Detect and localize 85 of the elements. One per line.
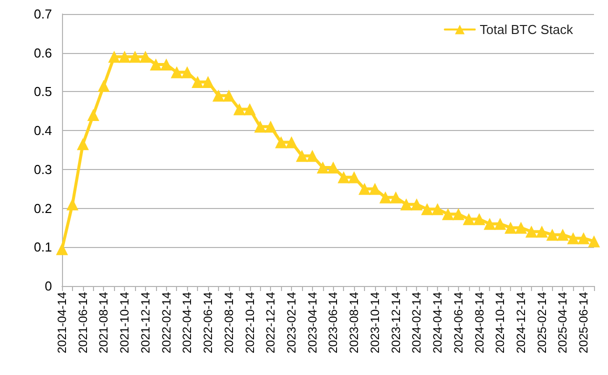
- x-tick-label: 2022-04-14: [180, 292, 194, 354]
- point: [567, 232, 580, 244]
- point: [150, 58, 162, 71]
- x-tick-label: 2023-10-14: [368, 292, 382, 354]
- y-tick-label: 0.2: [34, 200, 52, 216]
- point: [202, 76, 214, 88]
- point: [473, 213, 486, 226]
- point: [296, 150, 308, 162]
- point: [514, 222, 527, 234]
- point: [264, 120, 277, 133]
- point: [244, 103, 256, 116]
- point: [192, 76, 204, 88]
- point: [578, 232, 590, 244]
- x-tick-label: 2021-04-14: [55, 292, 69, 354]
- point: [504, 222, 517, 234]
- point: [275, 136, 288, 148]
- point: [212, 90, 224, 102]
- point: [525, 226, 538, 238]
- point: [160, 58, 172, 71]
- y-tick-label: 0.6: [34, 45, 52, 60]
- point: [76, 138, 89, 150]
- x-tick-label: 2022-08-14: [222, 292, 236, 354]
- point: [588, 235, 600, 248]
- point: [139, 50, 152, 63]
- point: [348, 171, 360, 184]
- x-tick-label: 2023-12-14: [388, 292, 403, 354]
- point: [118, 50, 131, 63]
- x-tick-label: 2023-08-14: [347, 292, 362, 354]
- point: [410, 198, 423, 210]
- point: [254, 120, 266, 133]
- x-tick-label: 2022-06-14: [201, 292, 216, 354]
- point: [306, 150, 318, 162]
- point: [536, 226, 548, 238]
- x-tick-label: 2024-06-14: [451, 292, 466, 354]
- point: [452, 208, 464, 220]
- x-tick-label: 2024-02-14: [410, 292, 424, 354]
- point: [358, 182, 371, 195]
- x-tick-label: 2021-06-14: [76, 292, 90, 354]
- point: [87, 109, 100, 122]
- point: [108, 50, 120, 63]
- point: [432, 203, 444, 216]
- point: [556, 228, 569, 241]
- point: [233, 103, 246, 116]
- x-tick-label: 2024-08-14: [472, 292, 486, 354]
- point: [66, 198, 78, 210]
- y-tick-label: 0.7: [34, 6, 52, 22]
- point: [338, 171, 350, 184]
- point: [170, 66, 183, 78]
- y-tick-label: 0.5: [34, 84, 52, 100]
- point: [442, 208, 454, 220]
- point: [368, 182, 381, 195]
- point: [494, 218, 506, 230]
- x-tick-label: 2024-10-14: [493, 292, 508, 354]
- x-tick-label: 2024-04-14: [430, 292, 445, 354]
- point: [546, 228, 558, 241]
- point: [390, 191, 402, 204]
- x-tick-label: 2023-04-14: [305, 292, 320, 354]
- x-tick-label: 2021-08-14: [96, 292, 111, 354]
- point: [129, 50, 142, 63]
- x-tick-label: 2022-02-14: [159, 292, 174, 354]
- x-tick-label: 2021-12-14: [138, 292, 152, 354]
- point: [400, 198, 412, 210]
- x-tick-label: 2021-10-14: [118, 292, 132, 354]
- x-tick-label: 2025-04-14: [556, 292, 570, 354]
- point: [222, 90, 235, 102]
- point: [316, 161, 329, 174]
- y-tick-label: 0.1: [34, 240, 52, 255]
- point: [484, 218, 496, 230]
- point: [379, 191, 392, 204]
- point: [285, 136, 298, 148]
- y-tick-label: 0: [44, 278, 52, 294]
- y-tick-label: 0.4: [34, 123, 52, 138]
- point: [462, 213, 475, 226]
- x-tick-label: 2025-06-14: [576, 292, 591, 354]
- y-tick-label: 0.3: [34, 162, 52, 177]
- legend-label: Total BTC Stack: [480, 22, 574, 37]
- x-tick-label: 2022-10-14: [242, 292, 257, 354]
- x-tick-label: 2024-12-14: [514, 292, 528, 354]
- x-tick-label: 2023-06-14: [326, 292, 340, 354]
- point: [56, 243, 68, 256]
- point: [98, 80, 110, 92]
- x-tick-label: 2022-12-14: [264, 292, 278, 354]
- x-tick-label: 2025-02-14: [534, 292, 549, 354]
- point: [421, 203, 434, 216]
- x-tick-label: 2023-02-14: [284, 292, 298, 354]
